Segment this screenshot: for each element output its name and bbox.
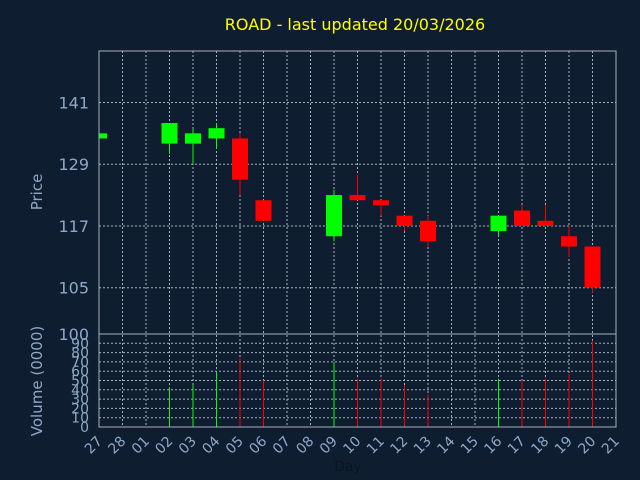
- candle-body: [255, 200, 272, 221]
- x-tick-label: 11: [364, 434, 388, 458]
- candle-body: [420, 220, 436, 242]
- x-tick-label: 15: [458, 434, 482, 458]
- x-tick-label: 19: [552, 434, 576, 458]
- x-tick-label: 27: [82, 434, 106, 458]
- price-axis-label: Price: [28, 174, 46, 211]
- volume-tick-label: 20: [71, 401, 89, 417]
- candle-body: [208, 128, 225, 139]
- x-tick-label: 13: [411, 434, 435, 458]
- candle-body: [99, 133, 107, 139]
- volume-axis-label: Volume (0000): [28, 326, 46, 436]
- candle-body: [349, 195, 366, 201]
- x-tick-label: 12: [387, 434, 411, 458]
- x-tick-label: 05: [223, 434, 247, 458]
- x-tick-label: 07: [270, 434, 294, 458]
- x-tick-label: 04: [199, 433, 223, 457]
- candle-body: [326, 195, 342, 237]
- x-tick-label: 08: [293, 434, 317, 458]
- x-tick-label: 20: [575, 434, 599, 458]
- candle-body: [232, 138, 248, 180]
- volume-tick-label: 30: [71, 392, 89, 408]
- volume-tick-label: 70: [71, 355, 89, 371]
- candle-body: [537, 220, 554, 226]
- x-tick-label: 16: [481, 433, 505, 457]
- price-tick-label: 141: [58, 93, 89, 112]
- volume-panel-frame: [98, 333, 617, 428]
- candle-body: [396, 215, 413, 226]
- volume-tick-label: 90: [71, 336, 89, 352]
- volume-tick-label: 10: [71, 411, 89, 427]
- candle-body: [490, 215, 507, 232]
- candle-body: [185, 133, 201, 144]
- volume-tick-label: 60: [71, 364, 89, 380]
- x-axis-label: Day: [334, 459, 362, 475]
- x-tick-label: 10: [340, 434, 364, 458]
- x-tick-label: 14: [434, 433, 458, 457]
- x-tick-label: 18: [528, 434, 552, 458]
- x-tick-label: 06: [246, 433, 270, 457]
- price-tick-label: 129: [58, 155, 89, 174]
- price-tick-label: 105: [58, 279, 89, 298]
- x-tick-label: 28: [105, 434, 129, 458]
- x-tick-label: 03: [176, 434, 200, 458]
- x-tick-label: 21: [599, 434, 623, 458]
- candle-body: [514, 210, 530, 226]
- volume-tick-label: 80: [71, 346, 89, 362]
- x-tick-label: 17: [505, 434, 529, 458]
- volume-tick-label: 0: [80, 420, 89, 436]
- x-tick-label: 01: [129, 434, 153, 458]
- candle-body: [584, 246, 601, 288]
- volume-tick-label: 50: [71, 374, 89, 390]
- candle-body: [373, 200, 389, 206]
- candle-body: [561, 236, 577, 247]
- x-tick-label: 09: [317, 434, 341, 458]
- x-tick-label: 02: [152, 434, 176, 458]
- candle-body: [161, 123, 178, 144]
- chart-title: ROAD - last updated 20/03/2026: [225, 15, 485, 34]
- price-tick-label: 117: [58, 217, 89, 236]
- volume-tick-label: 40: [71, 383, 89, 399]
- price-tick-label: 100: [58, 325, 89, 344]
